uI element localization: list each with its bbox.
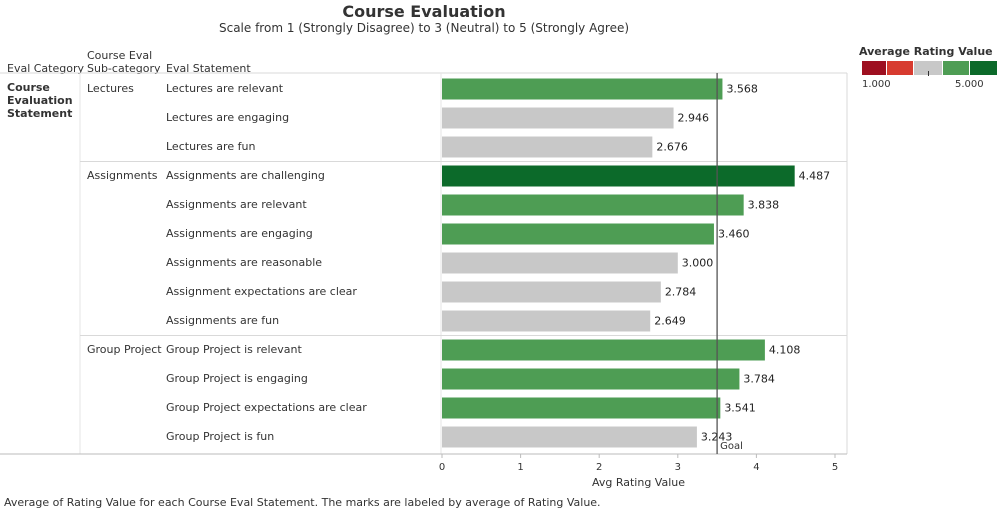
statement-label: Assignments are fun bbox=[166, 314, 280, 327]
legend-swatch bbox=[943, 61, 969, 75]
subcategory-label: Lectures bbox=[87, 82, 134, 95]
legend-min-label: 1.000 bbox=[862, 79, 891, 90]
bar-value-label: 3.838 bbox=[748, 199, 780, 212]
bar bbox=[442, 397, 721, 419]
statement-label: Lectures are fun bbox=[166, 140, 256, 153]
statement-label: Lectures are relevant bbox=[166, 82, 284, 95]
statement-label: Assignments are engaging bbox=[166, 227, 313, 240]
subcategory-label: Assignments bbox=[87, 169, 158, 182]
x-tick-label: 3 bbox=[675, 462, 681, 473]
legend-swatch bbox=[862, 61, 886, 75]
header-subcategory-line1: Course Eval bbox=[87, 49, 153, 62]
bar bbox=[442, 107, 674, 129]
bar-value-label: 2.946 bbox=[678, 112, 710, 125]
x-tick-label: 2 bbox=[596, 462, 602, 473]
x-tick-label: 0 bbox=[439, 462, 445, 473]
statement-label: Assignments are relevant bbox=[166, 198, 307, 211]
bar-value-label: 4.108 bbox=[769, 344, 801, 357]
goal-label: Goal bbox=[720, 441, 743, 452]
legend-title: Average Rating Value bbox=[859, 45, 993, 58]
x-axis-title: Avg Rating Value bbox=[592, 476, 685, 489]
bar-value-label: 4.487 bbox=[799, 170, 831, 183]
x-tick-label: 1 bbox=[517, 462, 523, 473]
bar bbox=[442, 136, 653, 158]
bar-value-label: 3.784 bbox=[743, 373, 775, 386]
statement-label: Group Project is relevant bbox=[166, 343, 302, 356]
bar-value-label: 2.676 bbox=[656, 141, 688, 154]
bar bbox=[442, 339, 765, 361]
bar bbox=[442, 426, 697, 448]
statement-label: Assignments are reasonable bbox=[166, 256, 323, 269]
legend-swatch bbox=[914, 61, 942, 75]
bar bbox=[442, 165, 795, 187]
legend-swatch bbox=[970, 61, 997, 75]
bar bbox=[442, 252, 678, 274]
header-eval-category: Eval Category bbox=[7, 62, 84, 75]
bar-value-label: 3.541 bbox=[724, 402, 756, 415]
category-label: Course Evaluation Statement bbox=[7, 81, 73, 120]
bar bbox=[442, 78, 723, 100]
bar-value-label: 3.000 bbox=[682, 257, 714, 270]
legend-midpoint-marker bbox=[928, 71, 929, 76]
chart-title: Course Evaluation bbox=[342, 2, 506, 21]
x-tick-label: 4 bbox=[753, 462, 759, 473]
bar-value-label: 3.568 bbox=[726, 83, 758, 96]
bar-value-label: 3.460 bbox=[718, 228, 750, 241]
statement-label: Assignments are challenging bbox=[166, 169, 325, 182]
legend-max-label: 5.000 bbox=[955, 79, 984, 90]
statement-label: Lectures are engaging bbox=[166, 111, 290, 124]
statement-label: Group Project expectations are clear bbox=[166, 401, 367, 414]
statement-label: Group Project is engaging bbox=[166, 372, 308, 385]
bar bbox=[442, 223, 714, 245]
header-subcategory: Course Eval Sub-category bbox=[87, 49, 161, 75]
bar-value-label: 2.784 bbox=[665, 286, 697, 299]
subcategory-label: Group Project bbox=[87, 343, 162, 356]
header-subcategory-line2: Sub-category bbox=[87, 62, 161, 75]
bar-value-label: 2.649 bbox=[654, 315, 686, 328]
bar bbox=[442, 194, 744, 216]
bar bbox=[442, 281, 661, 303]
bar bbox=[442, 310, 651, 332]
bar bbox=[442, 368, 740, 390]
chart-subtitle: Scale from 1 (Strongly Disagree) to 3 (N… bbox=[218, 21, 630, 35]
statement-label: Assignment expectations are clear bbox=[166, 285, 357, 298]
chart-caption: Average of Rating Value for each Course … bbox=[4, 496, 601, 509]
header-eval-statement: Eval Statement bbox=[166, 62, 251, 75]
x-tick-label: 5 bbox=[832, 462, 838, 473]
statement-label: Group Project is fun bbox=[166, 430, 275, 443]
legend-swatch bbox=[887, 61, 913, 75]
